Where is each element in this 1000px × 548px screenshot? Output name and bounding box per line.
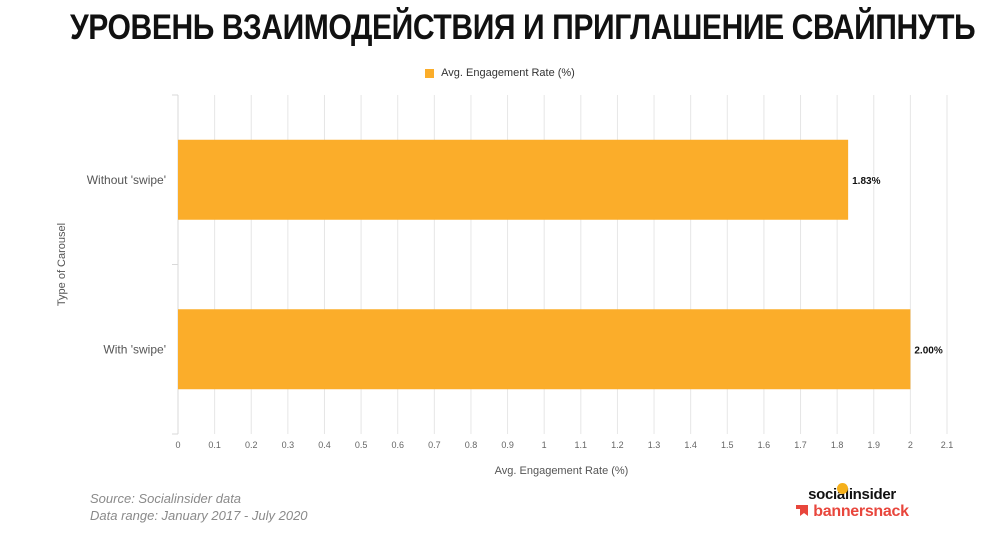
- x-tick-label: 1.9: [868, 440, 881, 450]
- category-label: Without 'swipe': [87, 173, 166, 187]
- source-text: Source: Socialinsider data: [90, 491, 242, 506]
- x-tick-label: 0.4: [318, 440, 331, 450]
- page-title: УРОВЕНЬ ВЗАИМОДЕЙСТВИЯ И ПРИГЛАШЕНИЕ СВА…: [70, 8, 976, 47]
- x-tick-label: 0.3: [282, 440, 295, 450]
- x-tick-label: 0.9: [501, 440, 514, 450]
- chart-legend[interactable]: Avg. Engagement Rate (%): [0, 67, 1000, 79]
- category-label: With 'swipe': [103, 342, 166, 356]
- x-tick-label: 0.2: [245, 440, 258, 450]
- x-tick-label: 0.6: [391, 440, 404, 450]
- data-label: 1.83%: [852, 176, 880, 187]
- source-footer: Source: Socialinsider data Data range: J…: [90, 490, 308, 524]
- bar[interactable]: [178, 309, 911, 390]
- x-tick-label: 0.5: [355, 440, 368, 450]
- bannersnack-flag-icon: [796, 505, 809, 516]
- data-range-text: Data range: January 2017 - July 2020: [90, 508, 308, 523]
- x-tick-label: 2.1: [941, 440, 954, 450]
- x-tick-label: 0.1: [208, 440, 221, 450]
- brand-logos: socialinsider bannersnack: [782, 483, 922, 521]
- legend-label: Avg. Engagement Rate (%): [441, 67, 575, 79]
- bar[interactable]: [178, 139, 849, 220]
- legend-swatch: [425, 68, 435, 78]
- x-tick-label: 1.1: [575, 440, 588, 450]
- circle-dot-icon: [837, 483, 848, 494]
- x-tick-label: 1.6: [758, 440, 771, 450]
- bannersnack-logo: bannersnack: [782, 503, 922, 521]
- x-tick-label: 0.7: [428, 440, 441, 450]
- y-axis-title: Type of Carousel: [56, 223, 68, 306]
- data-label: 2.00%: [914, 345, 942, 356]
- x-tick-label: 1.2: [611, 440, 624, 450]
- x-tick-label: 1.3: [648, 440, 661, 450]
- socialinsider-logo-text: socialinsider: [808, 486, 896, 503]
- x-tick-label: 1: [542, 440, 547, 450]
- x-tick-label: 1.5: [721, 440, 734, 450]
- x-tick-label: 2: [908, 440, 913, 450]
- x-axis-title: Avg. Engagement Rate (%): [495, 465, 629, 477]
- socialinsider-logo: socialinsider: [782, 483, 922, 503]
- x-tick-label: 1.7: [794, 440, 807, 450]
- bannersnack-logo-text: bannersnack: [813, 503, 909, 520]
- x-tick-label: 0.8: [465, 440, 478, 450]
- x-tick-label: 0: [175, 440, 180, 450]
- x-tick-label: 1.4: [684, 440, 697, 450]
- x-tick-label: 1.8: [831, 440, 844, 450]
